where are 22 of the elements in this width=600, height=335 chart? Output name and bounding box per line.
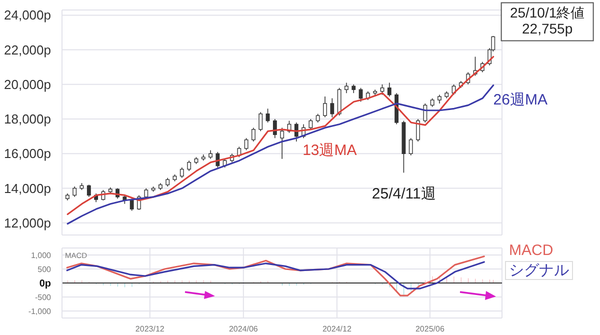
y-tick-label: 14,000p <box>4 180 51 196</box>
series-label: シグナル <box>505 261 573 280</box>
series-label: 26週MA <box>493 91 548 108</box>
y-tick-label: -1,000 <box>28 306 52 316</box>
y-tick-label: 18,000p <box>4 112 51 127</box>
x-tick-label: 2024/12 <box>322 324 352 334</box>
annotation: 25/10/1終値 22,755p <box>510 4 585 37</box>
y-tick-label: 24,000p <box>4 8 51 23</box>
y-tick-label: 22,000p <box>4 42 51 58</box>
x-tick-label: 2024/06 <box>228 324 258 334</box>
y-tick-label: 500 <box>38 264 52 274</box>
x-tick-label: 2025/06 <box>415 324 445 334</box>
y-tick-label: 1,000 <box>30 250 52 260</box>
y-tick-label: -500 <box>34 292 52 302</box>
y-tick-label: 0p <box>39 278 51 290</box>
series-label: MACD <box>508 241 554 260</box>
x-tick-label: 2023/12 <box>135 324 165 334</box>
y-tick-label: 16,000p <box>4 146 51 162</box>
y-tick-label: 12,000p <box>4 215 51 230</box>
annotation: 25/4/11週 <box>372 186 436 203</box>
y-tick-label: 20,000p <box>4 76 51 92</box>
series-label: 13週MA <box>302 142 357 160</box>
